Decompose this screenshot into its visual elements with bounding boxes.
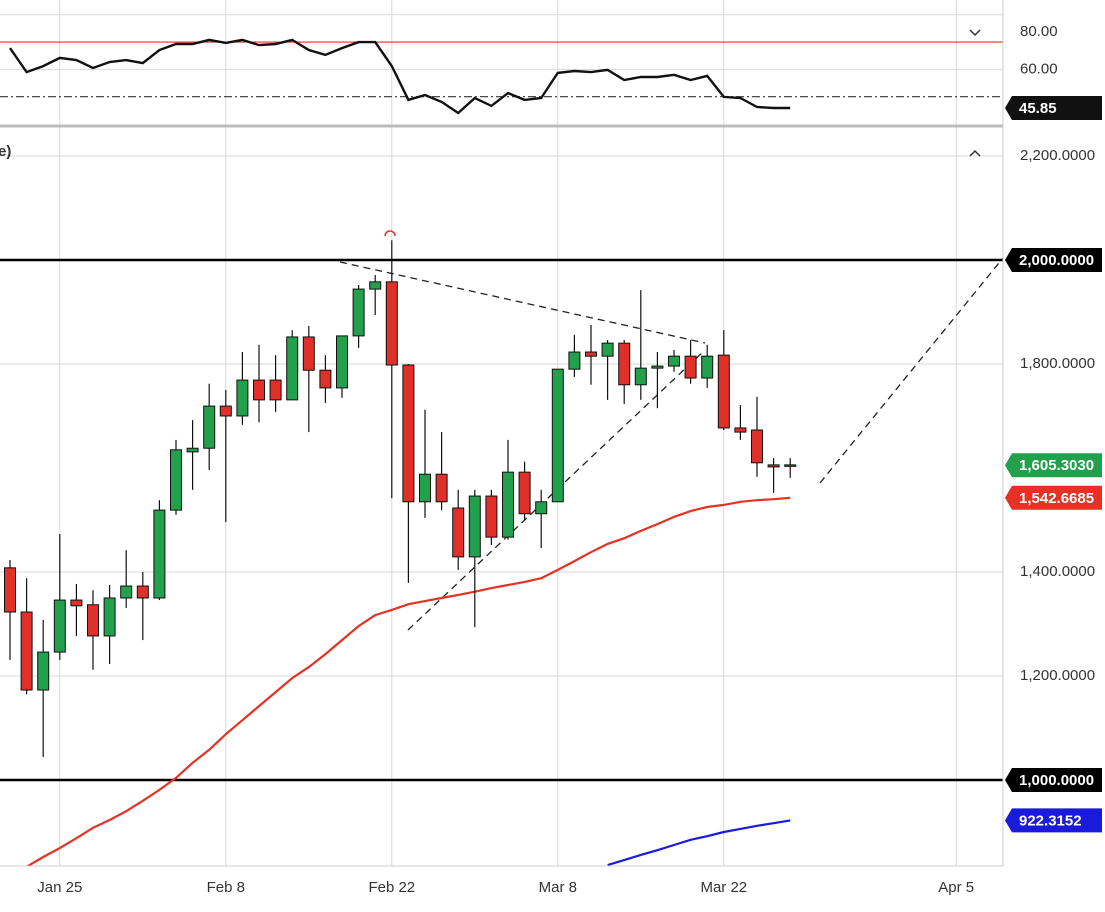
price-tag-box	[1005, 247, 1102, 272]
x-tick-label: Feb 22	[368, 879, 415, 896]
candle-body	[153, 509, 166, 599]
trend-lines	[339, 257, 1003, 631]
price-tag-label: 1,605.3030	[1019, 457, 1094, 474]
legend-fragment: e)	[0, 143, 11, 160]
candle-body	[751, 429, 763, 464]
x-tick-label: Apr 5	[938, 879, 974, 896]
candle-body	[170, 449, 182, 511]
candle-body	[568, 351, 581, 370]
candle-body	[618, 342, 631, 386]
candle-body	[87, 604, 99, 637]
candle-body	[419, 473, 431, 503]
y-tick-label: 1,800.0000	[1020, 355, 1095, 372]
candle-body	[4, 567, 16, 613]
upper-trendline	[339, 261, 706, 344]
candle-body	[485, 495, 498, 538]
y-tick-label: 60.00	[1020, 60, 1058, 77]
candle-body	[535, 501, 548, 515]
moving-average	[25, 496, 791, 866]
candle-body	[269, 379, 282, 401]
candle-body	[37, 651, 50, 691]
y-tick-label: 1,400.0000	[1020, 563, 1095, 580]
grid	[0, 0, 1003, 866]
candle-body	[219, 405, 232, 417]
candle-body	[103, 597, 116, 637]
candle-body	[435, 473, 448, 503]
candle-body	[20, 611, 33, 691]
collapse-button[interactable]	[969, 29, 981, 37]
projection-line	[819, 257, 1003, 484]
price-tag-box	[1005, 485, 1102, 510]
price-tag: 2,000.0000	[1005, 247, 1102, 272]
candle-body	[70, 599, 83, 607]
candle-body	[668, 355, 680, 367]
high-marker	[384, 230, 396, 237]
x-tick-label: Jan 25	[37, 879, 82, 896]
candle-body	[518, 471, 531, 515]
candle-body	[551, 368, 564, 503]
x-tick-label: Mar 8	[539, 879, 577, 896]
candle-body	[253, 379, 265, 401]
price-tag-box	[1005, 767, 1102, 792]
price-tag-box	[1005, 808, 1102, 833]
candle-body	[302, 336, 315, 371]
candle-body	[369, 281, 382, 290]
candle-body	[136, 585, 149, 599]
price-tag: 922.3152	[1005, 808, 1102, 833]
candle-body	[701, 355, 714, 379]
price-tag: 1,000.0000	[1005, 767, 1102, 792]
price-tag-label: 45.85	[1019, 100, 1057, 117]
candle-body	[203, 405, 216, 449]
candle-body	[120, 585, 133, 599]
candle-body	[319, 369, 332, 389]
price-tag-label: 2,000.0000	[1019, 252, 1094, 269]
price-tag-box	[1005, 95, 1102, 120]
candle-body	[634, 367, 647, 386]
candle-body	[236, 379, 249, 417]
price-tag-label: 1,000.0000	[1019, 772, 1094, 789]
candle-body	[186, 447, 199, 453]
candle-body	[601, 342, 614, 357]
axes: 80.00 60.00 45.85 Jan 25 Feb 8 Feb 22 Mar 8 Mar…	[37, 23, 1102, 896]
candle-body	[734, 427, 747, 433]
candle-body	[684, 355, 697, 379]
candle-body	[651, 365, 664, 369]
collapse-button[interactable]	[969, 149, 981, 157]
candle-body	[53, 599, 66, 653]
price-tag-label: 922.3152	[1019, 812, 1082, 829]
candle-body	[502, 471, 514, 538]
price-panel	[0, 230, 1003, 866]
price-tag-label: 1,542.6685	[1019, 490, 1094, 507]
price-tag: 45.85	[1005, 95, 1102, 120]
rsi-panel	[0, 38, 1003, 115]
candle-body	[286, 336, 299, 401]
candle-body	[767, 464, 780, 468]
candle-body	[468, 495, 481, 558]
candle-body	[336, 335, 348, 389]
moving-average	[607, 819, 791, 866]
price-tag-box	[1005, 453, 1102, 478]
candle-body	[385, 281, 398, 366]
rsi-line	[9, 38, 791, 115]
y-tick-label: 80.00	[1020, 23, 1058, 40]
candle-body	[402, 364, 415, 503]
candle-body	[717, 354, 730, 429]
price-tag: 1,605.3030	[1005, 453, 1102, 478]
candle-body	[784, 464, 797, 467]
x-tick-label: Mar 22	[700, 879, 747, 896]
y-tick-label: 2,200.0000	[1020, 147, 1095, 164]
price-tag: 1,542.6685	[1005, 485, 1102, 510]
x-tick-label: Feb 8	[207, 879, 245, 896]
candle-body	[352, 288, 365, 337]
candle-body	[452, 507, 465, 558]
y-tick-label: 1,200.0000	[1020, 667, 1095, 684]
candle-body	[585, 351, 597, 357]
